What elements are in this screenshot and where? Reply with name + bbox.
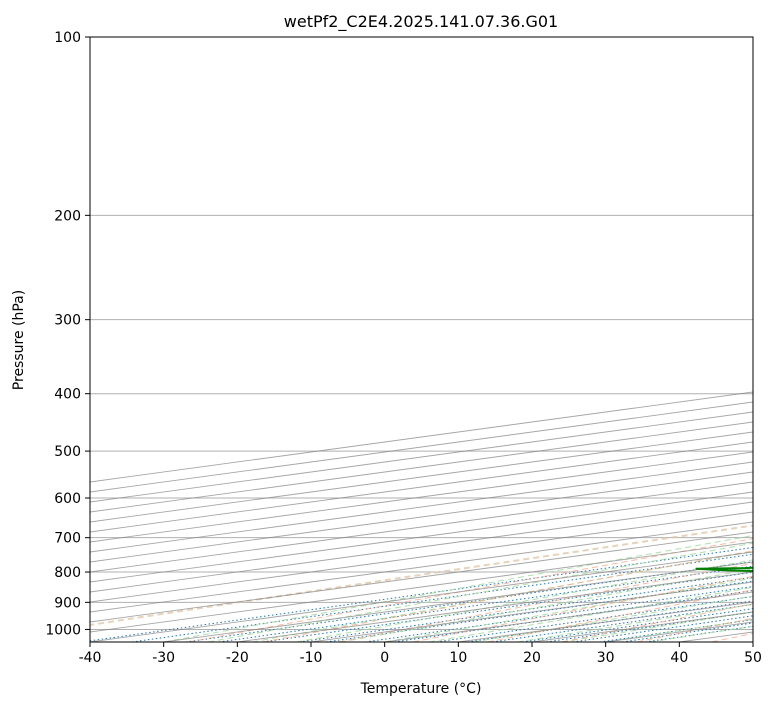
- moist-adiabat-line: [561, 611, 753, 642]
- isotherm-line: [90, 541, 753, 633]
- isotherm-line: [90, 521, 753, 613]
- x-tick-label: 20: [523, 650, 541, 666]
- isotherm-line: [90, 511, 753, 603]
- isotherm-line: [90, 501, 753, 593]
- x-tick-label: 10: [449, 650, 467, 666]
- mixing-ratio-lines: [90, 546, 753, 642]
- y-tick-label: 600: [54, 491, 81, 507]
- dewpoint-profile-line: [695, 566, 753, 573]
- isotherm-line: [90, 451, 753, 543]
- moist-adiabat-line: [207, 542, 753, 642]
- moist-adiabat-line: [296, 559, 753, 642]
- y-axis-ticks: 100 200 300 400 500 600 700 800 900 1000: [45, 30, 90, 638]
- moist-adiabats: [163, 535, 753, 642]
- x-tick-label: -10: [300, 650, 323, 666]
- isotherm-line: [90, 531, 753, 623]
- isotherm-line: [90, 461, 753, 553]
- y-tick-label: 1000: [45, 622, 81, 638]
- isotherm-line: [679, 631, 753, 642]
- mixing-ratio-line: [522, 608, 753, 642]
- dry-adiabat-line: [487, 589, 753, 642]
- y-tick-label: 200: [54, 208, 81, 224]
- y-tick-label: 300: [54, 313, 81, 329]
- dry-adiabats: [90, 524, 753, 642]
- chart-title: wetPf2_C2E4.2025.141.07.36.G01: [284, 12, 558, 32]
- x-tick-label: 30: [597, 650, 615, 666]
- mixing-ratio-line: [90, 546, 753, 642]
- y-tick-label: 800: [54, 565, 81, 581]
- y-tick-label: 500: [54, 444, 81, 460]
- dry-adiabat-line: [188, 538, 753, 642]
- profiles: [695, 566, 753, 573]
- y-tick-label: 400: [54, 387, 81, 403]
- moist-adiabat-line: [252, 550, 753, 642]
- x-axis-ticks: -40 -30 -20 -10 0 10 20 30 40 50: [79, 642, 762, 666]
- isobar-grid: [90, 37, 753, 630]
- x-tick-label: -30: [152, 650, 175, 666]
- mixing-ratio-line: [326, 580, 753, 642]
- moist-adiabat-line: [649, 625, 753, 642]
- y-axis-label: Pressure (hPa): [11, 290, 27, 390]
- dry-adiabat-line: [562, 603, 753, 642]
- isotherm-grid: [90, 391, 753, 642]
- y-tick-label: 100: [54, 30, 81, 46]
- moist-adiabat-line: [473, 595, 753, 642]
- isotherm-line: [752, 641, 753, 642]
- x-tick-label: 50: [744, 650, 762, 666]
- dry-adiabat-line: [263, 550, 753, 642]
- x-tick-label: -20: [226, 650, 249, 666]
- isotherm-line: [90, 471, 753, 563]
- mixing-ratio-line: [299, 576, 753, 642]
- dry-adiabat-line: [636, 617, 753, 642]
- x-tick-label: 40: [670, 650, 688, 666]
- moist-adiabat-line: [163, 535, 753, 642]
- dry-adiabat-line: [412, 575, 753, 642]
- plot-frame: [89, 36, 754, 643]
- dry-adiabat-line: [338, 562, 753, 642]
- isotherm-line: [90, 481, 753, 573]
- x-tick-label: -40: [79, 650, 102, 666]
- dry-adiabat-line: [711, 632, 753, 642]
- x-axis-label: Temperature (°C): [360, 681, 482, 697]
- isotherm-line: [531, 611, 753, 642]
- isotherm-line: [384, 591, 753, 642]
- isotherm-line: [90, 551, 753, 642]
- x-tick-label: 0: [380, 650, 389, 666]
- y-tick-label: 700: [54, 531, 81, 547]
- isotherm-line: [310, 581, 753, 642]
- y-tick-label: 900: [54, 595, 81, 611]
- isotherm-line: [90, 491, 753, 583]
